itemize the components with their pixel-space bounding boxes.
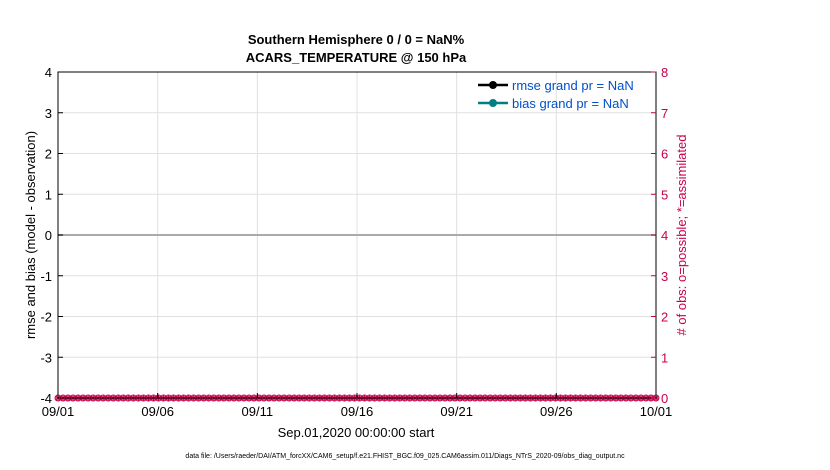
y2-tick-label: 5 bbox=[661, 187, 668, 202]
y2-axis-ticks: 8 7 6 5 4 3 2 1 0 bbox=[651, 65, 668, 406]
chart-subtitle: ACARS_TEMPERATURE @ 150 hPa bbox=[246, 50, 467, 65]
y2-tick-label: 0 bbox=[661, 391, 668, 406]
y-tick-label: 1 bbox=[45, 187, 52, 202]
legend-entry: bias grand pr = NaN bbox=[512, 96, 629, 111]
x-axis-label: Sep.01,2020 00:00:00 start bbox=[278, 425, 435, 440]
chart-title: Southern Hemisphere 0 / 0 = NaN% bbox=[248, 32, 465, 47]
y-tick-label: 0 bbox=[45, 228, 52, 243]
data-file-note: data file: /Users/raeder/DAI/ATM_forcXX/… bbox=[185, 453, 625, 460]
x-tick-label: 09/06 bbox=[141, 404, 174, 419]
x-tick-label: 09/11 bbox=[242, 404, 274, 419]
x-tick-label: 09/21 bbox=[440, 404, 473, 419]
y2-tick-label: 4 bbox=[661, 228, 668, 243]
y2-tick-label: 7 bbox=[661, 106, 668, 121]
y2-tick-label: 6 bbox=[661, 147, 668, 162]
y2-tick-label: 2 bbox=[661, 310, 668, 325]
legend: rmse grand pr = NaN bias grand pr = NaN bbox=[478, 78, 634, 111]
x-tick-label: 09/01 bbox=[42, 404, 75, 419]
y2-tick-label: 8 bbox=[661, 65, 668, 80]
y-tick-label: -1 bbox=[40, 269, 52, 284]
y-tick-label: 2 bbox=[45, 147, 52, 162]
legend-marker bbox=[489, 81, 497, 89]
y-tick-label: -2 bbox=[40, 310, 52, 325]
y-tick-label: -3 bbox=[40, 350, 52, 365]
y-tick-label: -4 bbox=[40, 391, 52, 406]
legend-marker bbox=[489, 99, 497, 107]
x-axis-ticks: 09/01 09/06 09/11 09/16 09/21 09/26 10/01 bbox=[42, 393, 673, 419]
y2-tick-label: 3 bbox=[661, 269, 668, 284]
legend-entry: rmse grand pr = NaN bbox=[512, 78, 634, 93]
x-tick-label: 09/16 bbox=[341, 404, 374, 419]
x-tick-label: 09/26 bbox=[540, 404, 573, 419]
y-axis-label: rmse and bias (model - observation) bbox=[23, 131, 38, 339]
y-tick-label: 3 bbox=[45, 106, 52, 121]
y-axis-ticks: 4 3 2 1 0 -1 -2 -3 -4 bbox=[40, 65, 63, 406]
y2-tick-label: 1 bbox=[661, 350, 668, 365]
x-tick-label: 10/01 bbox=[640, 404, 673, 419]
y-tick-label: 4 bbox=[45, 65, 52, 80]
y2-axis-label: # of obs: o=possible; *=assimilated bbox=[674, 135, 689, 336]
